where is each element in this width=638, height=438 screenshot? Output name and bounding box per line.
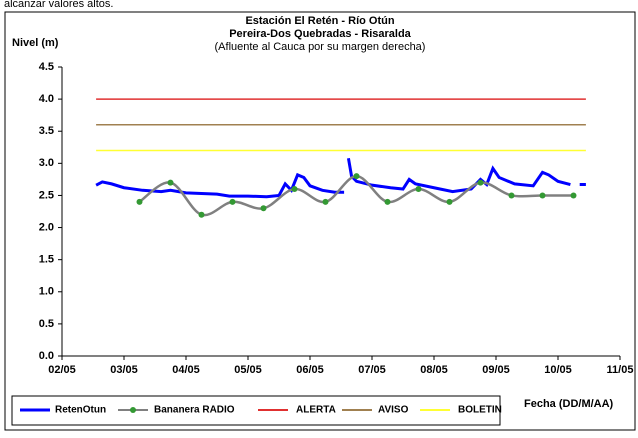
y-tick-label: 0.0 [39,350,54,362]
x-tick-label: 11/05 [607,364,634,376]
y-tick-label: 0.5 [39,318,54,330]
x-tick-label: 05/05 [234,364,262,376]
series-marker [539,192,546,199]
x-tick-label: 08/05 [420,364,448,376]
chart-note: (Afluente al Cauca por su margen derecha… [215,41,426,53]
series-marker [477,179,484,186]
legend-label: BOLETIN [458,405,502,416]
x-tick-label: 04/05 [172,364,200,376]
series-marker [415,186,422,193]
series-marker [198,211,205,218]
x-axis-label: Fecha (DD/M/AA) [524,398,614,410]
series-marker [446,198,453,205]
y-tick-label: 3.0 [39,157,54,169]
series-line [95,157,586,199]
y-axis-label: Nivel (m) [12,37,59,49]
legend-label: RetenOtun [55,405,106,416]
y-tick-label: 3.5 [39,125,54,137]
series-marker [353,173,360,180]
series-marker [570,192,577,199]
chart-subtitle: Pereira-Dos Quebradas - Risaralda [229,28,411,40]
x-tick-label: 02/05 [48,364,76,376]
x-tick-label: 09/05 [482,364,510,376]
legend-label: ALERTA [296,405,336,416]
y-tick-label: 1.0 [39,286,54,298]
series-marker [384,198,391,205]
y-tick-label: 4.5 [39,61,54,73]
x-tick-label: 10/05 [544,364,572,376]
y-tick-label: 2.0 [39,221,54,233]
legend-marker [130,407,136,413]
chart-frame [4,11,636,431]
x-tick-label: 07/05 [358,364,386,376]
series-marker [229,198,236,205]
series-marker [167,179,174,186]
x-tick-label: 03/05 [110,364,138,376]
series-marker [260,205,267,212]
series-marker [291,186,298,193]
chart-title: Estación El Retén - Río Otún [245,15,394,27]
series-marker [322,198,329,205]
legend-label: AVISO [378,405,409,416]
legend-box [11,395,501,426]
y-tick-label: 1.5 [39,254,54,266]
y-tick-label: 4.0 [39,93,54,105]
header-text: alcanzar valores altos. [4,0,113,10]
y-tick-label: 2.5 [39,189,54,201]
legend-label: Bananera RADIO [154,405,235,416]
x-tick-label: 06/05 [296,364,324,376]
series-marker [508,192,515,199]
series-marker [136,198,143,205]
